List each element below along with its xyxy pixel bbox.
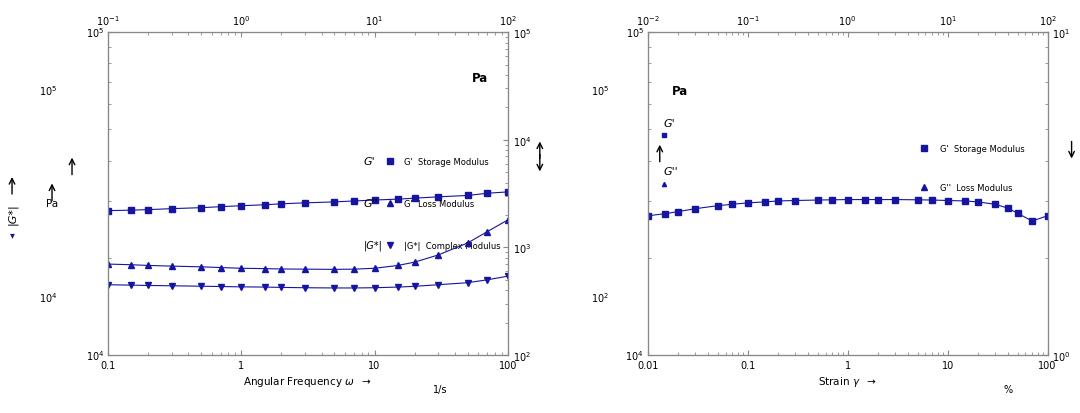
- Text: Pa: Pa: [46, 199, 58, 209]
- Text: $10^4$: $10^4$: [85, 348, 104, 362]
- X-axis label: Strain $\gamma$  $\rightarrow$: Strain $\gamma$ $\rightarrow$: [819, 374, 877, 388]
- Text: G'': G'': [364, 199, 378, 209]
- Text: Pa: Pa: [472, 71, 488, 85]
- Text: $10^2$: $10^2$: [591, 290, 609, 304]
- Text: |G*|  Complex Modulus: |G*| Complex Modulus: [404, 241, 500, 250]
- Text: $10^5$: $10^5$: [39, 84, 57, 98]
- Text: $10^5$: $10^5$: [591, 84, 609, 98]
- Text: |G*|: |G*|: [364, 240, 382, 251]
- Text: G'  Storage Modulus: G' Storage Modulus: [404, 157, 488, 166]
- Text: 1/s: 1/s: [433, 384, 447, 394]
- Text: %: %: [1003, 384, 1012, 394]
- Text: G'  Storage Modulus: G' Storage Modulus: [940, 145, 1025, 154]
- Text: G': G': [664, 118, 675, 128]
- Text: $10^4$: $10^4$: [625, 348, 644, 362]
- Text: G'  Loss Modulus: G' Loss Modulus: [404, 199, 474, 208]
- X-axis label: Angular Frequency $\omega$  $\rightarrow$: Angular Frequency $\omega$ $\rightarrow$: [243, 374, 373, 388]
- Text: $10^5$: $10^5$: [625, 26, 644, 40]
- Text: G': G': [364, 157, 376, 167]
- Text: G''  Loss Modulus: G'' Loss Modulus: [940, 183, 1012, 192]
- Text: |G*|: |G*|: [6, 203, 17, 224]
- Text: $10^4$: $10^4$: [39, 290, 57, 304]
- Text: G'': G'': [664, 166, 678, 176]
- Text: $10^5$: $10^5$: [85, 26, 104, 40]
- Text: Pa: Pa: [672, 85, 688, 97]
- Text: $\blacktriangledown$: $\blacktriangledown$: [9, 231, 15, 241]
